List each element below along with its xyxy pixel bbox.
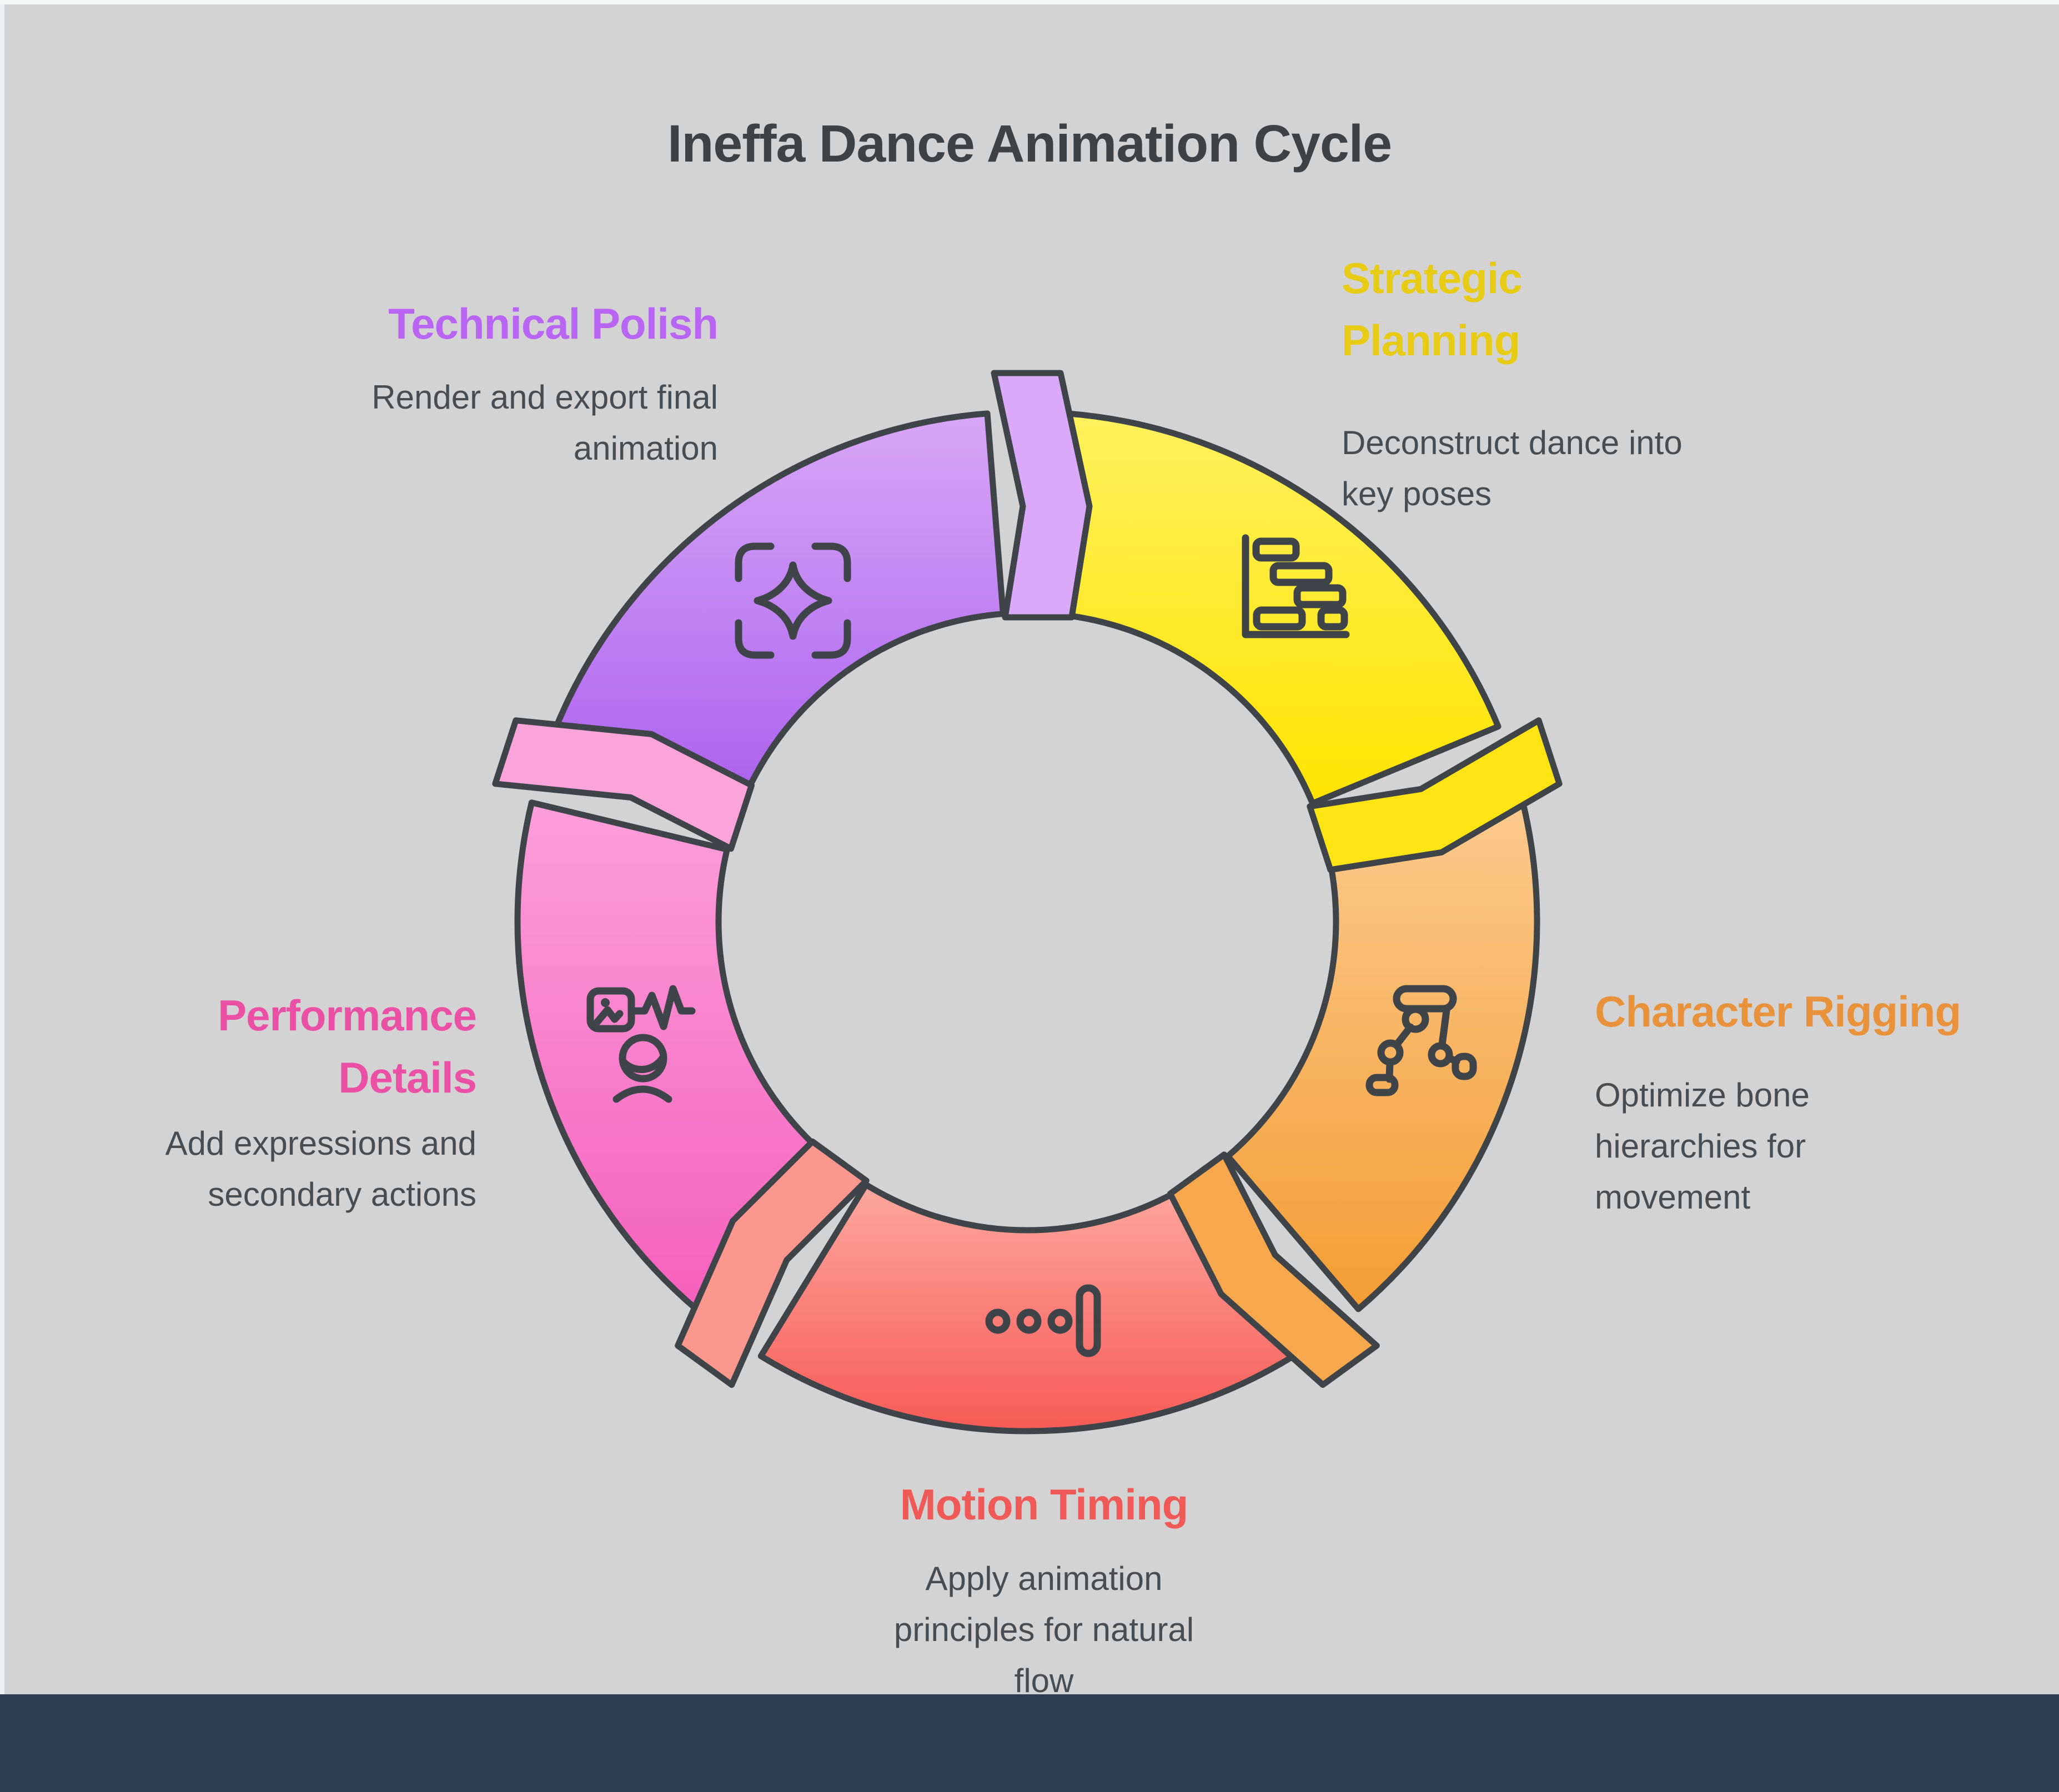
heading-line: Strategic — [1342, 254, 1523, 303]
segment-arc-motion-timing — [757, 1181, 1297, 1434]
image-pulse-person-icon — [586, 985, 696, 1103]
heading-technical-polish: Technical Polish — [388, 293, 719, 355]
heading-strategic-planning: Strategic Planning — [1342, 247, 1523, 371]
heading-line: Character Rigging — [1595, 987, 1961, 1036]
sparkle-frame-icon — [735, 542, 851, 659]
description-line: Apply animation — [925, 1560, 1163, 1597]
description-motion-timing: Apply animation principles for natural f… — [894, 1553, 1194, 1707]
connector-arrow-performance-details — [492, 717, 755, 852]
description-technical-polish: Render and export final animation — [371, 372, 718, 474]
description-performance-details: Add expressions and secondary actions — [165, 1118, 476, 1220]
heading-performance-details: Performance Details — [218, 984, 477, 1109]
description-line: key poses — [1342, 475, 1492, 512]
top-edge-strip — [0, 0, 2059, 4]
gantt-chart-icon — [1242, 534, 1350, 638]
description-line: hierarchies for — [1595, 1127, 1806, 1165]
heading-character-rigging: Character Rigging — [1595, 980, 1961, 1043]
description-line: animation — [573, 430, 718, 467]
heading-line: Details — [338, 1053, 477, 1102]
heading-line: Planning — [1342, 316, 1520, 365]
connector-arrow-strategic-planning — [1307, 717, 1563, 873]
description-line: flow — [1014, 1662, 1074, 1699]
heading-motion-timing: Motion Timing — [900, 1473, 1188, 1536]
connector-arrow-motion-timing — [675, 1138, 870, 1388]
description-line: Render and export final — [371, 379, 718, 416]
heading-line: Performance — [218, 991, 477, 1040]
heading-line: Motion Timing — [900, 1480, 1188, 1529]
footer-bar — [0, 1694, 2059, 1792]
connector-arrow-character-rigging — [1167, 1151, 1380, 1388]
rigged-legs-icon — [1365, 985, 1477, 1096]
left-edge-strip — [0, 4, 4, 1694]
heading-line: Technical Polish — [388, 299, 719, 348]
page-title: Ineffa Dance Animation Cycle — [667, 114, 1392, 173]
description-line: movement — [1595, 1179, 1751, 1216]
ring-segments — [492, 370, 1563, 1434]
segment-arc-performance-details — [514, 799, 830, 1312]
description-line: Add expressions and — [165, 1125, 476, 1162]
description-line: Deconstruct dance into — [1342, 424, 1683, 461]
description-line: secondary actions — [208, 1176, 476, 1213]
description-line: principles for natural — [893, 1611, 1194, 1648]
description-line: Optimize bone — [1595, 1076, 1810, 1114]
description-strategic-planning: Deconstruct dance into key poses — [1342, 417, 1683, 520]
description-character-rigging: Optimize bone hierarchies for movement — [1595, 1070, 1810, 1223]
connector-arrow-technical-polish — [991, 370, 1093, 621]
timeline-dots-icon — [985, 1284, 1101, 1357]
